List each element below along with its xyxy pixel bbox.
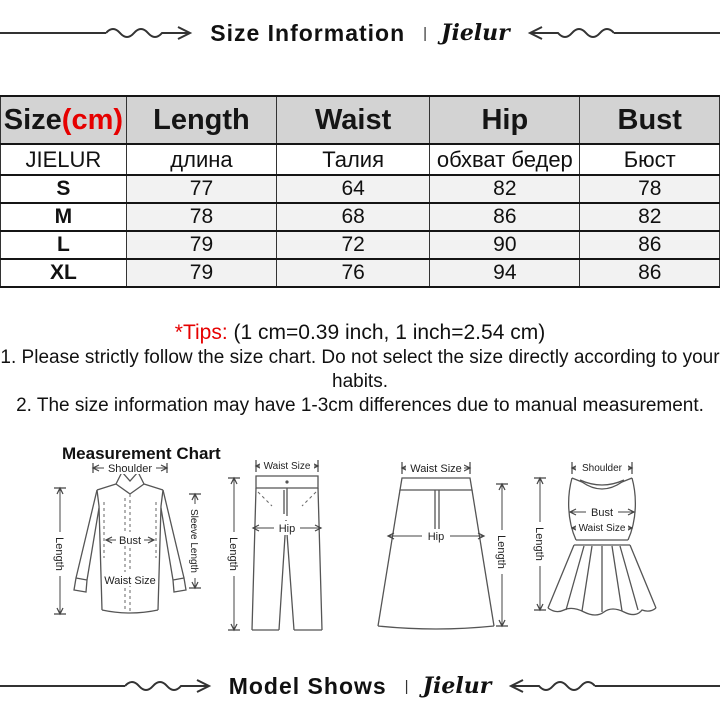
measurement-chart-title: Measurement Chart <box>62 444 221 463</box>
value-bust: 86 <box>579 231 720 260</box>
shirt-waist-size-label: Waist Size <box>104 575 156 587</box>
shirt-bust-label: Bust <box>119 535 141 547</box>
divider-separator: | <box>423 24 428 42</box>
value-waist: 72 <box>276 231 431 260</box>
tips-section: *Tips: (1 cm=0.39 inch, 1 inch=2.54 cm) … <box>0 320 720 418</box>
header-size-label: Size <box>3 103 62 136</box>
divider-line-left <box>0 674 217 698</box>
dress-bust-label: Bust <box>591 507 613 519</box>
tips-label: *Tips: <box>174 321 228 344</box>
shirt-shoulder-label: Shoulder <box>108 463 152 475</box>
value-bust: 86 <box>579 259 720 288</box>
pants-waist-size-label: Waist Size <box>264 461 311 472</box>
value-bust: 82 <box>579 203 720 232</box>
header-size-unit: (cm) <box>61 103 124 136</box>
squiggle-arrow-left-icon <box>527 26 614 40</box>
divider-rule <box>595 685 720 687</box>
skirt-waist-size-label: Waist Size <box>410 463 462 475</box>
size-label: XL <box>0 259 127 288</box>
divider-line-right <box>503 674 720 698</box>
size-information-divider: Size Information | Jielur <box>0 16 720 50</box>
shirt-length-label: Length <box>53 537 65 571</box>
pants-diagram: Waist Size Hip Length <box>227 459 323 632</box>
shirt-diagram: Shoulder Length Bust Sleeve Length Waist… <box>53 462 202 616</box>
header-hip: Hip <box>429 95 581 145</box>
size-row-m: M 78 68 86 82 <box>0 203 720 232</box>
header-length: Length <box>125 95 278 145</box>
value-waist: 68 <box>276 203 431 232</box>
value-bust: 78 <box>579 175 720 204</box>
value-waist: 76 <box>276 259 431 288</box>
header-size: Size(cm) <box>0 95 127 145</box>
brand-cell: JIELUR <box>0 144 127 176</box>
size-label: L <box>0 231 127 260</box>
section-title: Size Information <box>210 19 406 46</box>
translation-length: длина <box>125 144 278 176</box>
divider-rule <box>0 685 125 687</box>
divider-line-left <box>0 21 198 45</box>
divider-rule <box>0 32 107 34</box>
divider-line-right <box>522 21 720 45</box>
tips-note-1: 1. Please strictly follow the size chart… <box>0 347 720 392</box>
skirt-length-label: Length <box>495 535 507 569</box>
squiggle-arrow-right-icon <box>124 679 211 693</box>
brand-name: Jielur <box>422 673 492 699</box>
header-bust: Bust <box>579 95 720 145</box>
value-length: 79 <box>125 259 278 288</box>
skirt-hip-label: Hip <box>428 531 445 543</box>
translation-waist: Талия <box>276 144 431 176</box>
value-length: 79 <box>125 231 278 260</box>
size-label: M <box>0 203 127 232</box>
squiggle-arrow-right-icon <box>106 26 193 40</box>
shirt-sleeve-length-label: Sleeve Length <box>188 509 199 573</box>
size-row-s: S 77 64 82 78 <box>0 175 720 204</box>
dress-length-label: Length <box>533 527 545 561</box>
translation-bust: Бюст <box>579 144 720 176</box>
value-waist: 64 <box>276 175 431 204</box>
size-label: S <box>0 175 127 204</box>
translation-hip: обхват бедер <box>429 144 581 176</box>
size-table: Size(cm) Length Waist Hip Bust JIELUR дл… <box>0 95 720 288</box>
section-title: Model Shows <box>228 672 387 699</box>
brand-translation-row: JIELUR длина Талия обхват бедер Бюст <box>0 144 720 176</box>
size-row-xl: XL 79 76 94 86 <box>0 259 720 288</box>
model-shows-divider: Model Shows | Jielur <box>0 669 720 703</box>
tips-note-2: 2. The size information may have 1-3cm d… <box>16 395 704 416</box>
size-row-l: L 79 72 90 86 <box>0 231 720 260</box>
brand-name: Jielur <box>441 20 510 46</box>
value-hip: 90 <box>429 231 581 260</box>
divider-rule <box>613 32 720 34</box>
skirt-diagram: Waist Size Hip Length <box>377 461 509 630</box>
squiggle-arrow-left-icon <box>509 679 596 693</box>
tips-line: *Tips: (1 cm=0.39 inch, 1 inch=2.54 cm) <box>0 320 720 346</box>
value-hip: 82 <box>429 175 581 204</box>
dress-waist-size-label: Waist Size <box>579 523 626 534</box>
value-hip: 94 <box>429 259 581 288</box>
pants-hip-label: Hip <box>279 523 296 535</box>
dress-diagram: Shoulder Bust Waist Size Length <box>533 462 657 616</box>
value-length: 77 <box>125 175 278 204</box>
header-waist: Waist <box>276 95 431 145</box>
dress-shoulder-label: Shoulder <box>582 463 623 474</box>
divider-separator: | <box>404 677 409 695</box>
size-table-header-row: Size(cm) Length Waist Hip Bust <box>0 95 720 145</box>
pants-length-label: Length <box>227 537 239 571</box>
value-length: 78 <box>125 203 278 232</box>
tips-conversion: (1 cm=0.39 inch, 1 inch=2.54 cm) <box>233 321 546 344</box>
value-hip: 86 <box>429 203 581 232</box>
